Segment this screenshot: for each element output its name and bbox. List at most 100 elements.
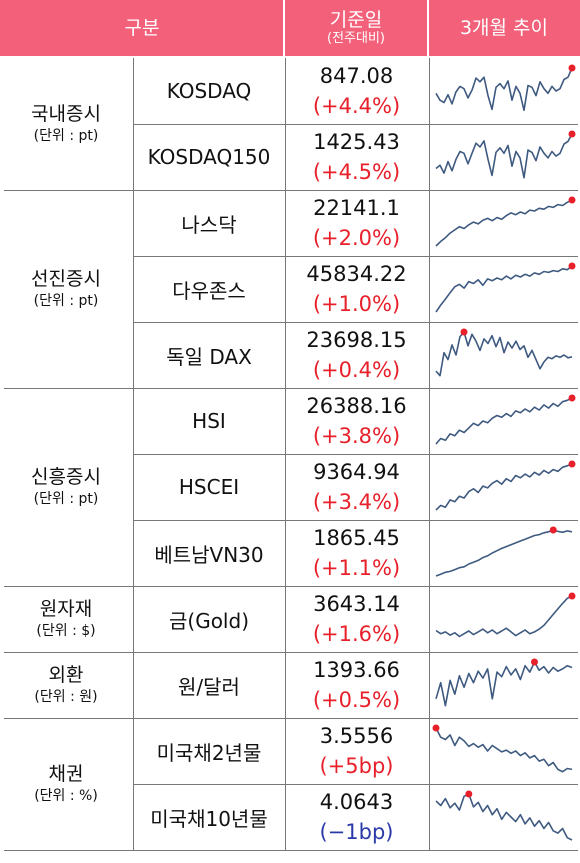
item-change: (+1.0%) (312, 292, 401, 316)
value-cell: 847.08 (+4.4%) (285, 58, 428, 124)
category-name: 채권 (48, 763, 84, 785)
value-cell: 22141.1 (+2.0%) (285, 190, 428, 256)
header-trend: 3개월 추이 (428, 0, 580, 56)
group-divider (4, 718, 578, 719)
item-value: 847.08 (319, 64, 394, 88)
item-change: (+0.5%) (312, 688, 401, 712)
sparkline-series (435, 463, 573, 511)
sparkline-chart (435, 592, 576, 638)
item-name: 나스닥 (181, 212, 237, 237)
row-divider (133, 784, 578, 785)
column-divider (133, 58, 134, 850)
category-unit: (단위 : pt) (33, 491, 99, 507)
item-change: (+0.4%) (312, 358, 401, 382)
item-name: 독일 DAX (166, 344, 252, 369)
item-name: 원/달러 (178, 674, 240, 699)
item-name-cell: 베트남VN30 (133, 520, 285, 586)
sparkline-series (435, 529, 573, 577)
item-name: 베트남VN30 (154, 542, 264, 567)
peak-marker (568, 130, 576, 138)
row-divider (133, 124, 578, 125)
item-name-cell: 나스닥 (133, 190, 285, 256)
item-value: 1425.43 (313, 130, 400, 154)
sparkline-chart (435, 328, 573, 377)
item-value: 4.0643 (319, 790, 394, 814)
value-cell: 26388.16 (+3.8%) (285, 388, 428, 454)
value-cell: 1425.43 (+4.5%) (285, 124, 428, 190)
item-name: HSI (192, 409, 226, 433)
peak-marker (568, 262, 576, 270)
peak-marker (460, 328, 468, 336)
sparkline-series (435, 265, 573, 313)
category-unit: (단위 : 원) (34, 689, 98, 705)
value-cell: 3.5556 (+5bp) (285, 718, 428, 784)
row-divider (133, 256, 578, 257)
category-cell: 국내증시 (단위 : pt) (0, 58, 132, 190)
header-category: 구분 (0, 0, 284, 56)
group-divider (4, 388, 578, 389)
peak-marker (432, 724, 440, 732)
category-cell: 외환 (단위 : 원) (0, 652, 132, 718)
item-change: (+3.8%) (312, 424, 401, 448)
item-name-cell: 미국채2년물 (133, 718, 285, 784)
sparkline-series (435, 661, 573, 707)
category-cell: 채권 (단위 : %) (0, 718, 132, 850)
item-name: 미국채10년물 (150, 806, 268, 831)
item-name-cell: 독일 DAX (133, 322, 285, 388)
item-name: KOSDAQ (166, 79, 252, 103)
peak-marker (568, 592, 576, 600)
peak-marker (568, 394, 576, 402)
item-value: 26388.16 (306, 394, 407, 418)
sparkline-chart (435, 130, 576, 179)
header-base-date-sub: (전주대비) (327, 31, 385, 46)
item-value: 1393.66 (313, 658, 400, 682)
value-cell: 45834.22 (+1.0%) (285, 256, 428, 322)
category-unit: (단위 : $) (36, 623, 96, 639)
value-cell: 1865.45 (+1.1%) (285, 520, 428, 586)
peak-marker (568, 64, 576, 72)
item-change: (+1.1%) (312, 556, 401, 580)
category-name: 외환 (48, 664, 84, 686)
item-value: 45834.22 (306, 262, 407, 286)
sparkline-series (435, 133, 573, 179)
item-value: 22141.1 (313, 196, 400, 220)
item-value: 1865.45 (313, 526, 400, 550)
item-name-cell: KOSDAQ (133, 58, 285, 124)
item-value: 23698.15 (306, 328, 407, 352)
group-divider (4, 850, 578, 851)
item-change: (+4.5%) (312, 160, 401, 184)
sparkline-series (435, 199, 573, 247)
item-change: (+4.4%) (312, 94, 401, 118)
sparkline-chart (435, 790, 573, 841)
item-change: (+1.6%) (312, 622, 401, 646)
sparkline-series (435, 727, 573, 773)
category-cell: 신흥증시 (단위 : pt) (0, 388, 132, 586)
category-name: 선진증시 (31, 268, 101, 290)
item-name-cell: 금(Gold) (133, 586, 285, 652)
item-name: KOSDAQ150 (147, 145, 271, 169)
peak-marker (568, 460, 576, 468)
peak-marker (568, 196, 576, 204)
peak-marker (465, 790, 473, 798)
sparkline-series (435, 595, 573, 638)
sparkline-chart (435, 394, 576, 445)
row-divider (133, 454, 578, 455)
item-value: 9364.94 (313, 460, 400, 484)
group-divider (4, 652, 578, 653)
item-name: 다우존스 (172, 278, 246, 303)
peak-marker (549, 526, 557, 534)
row-divider (133, 322, 578, 323)
item-name-cell: HSCEI (133, 454, 285, 520)
category-name: 신흥증시 (31, 466, 101, 488)
category-name: 원자재 (39, 598, 93, 620)
item-change: (−1bp) (319, 820, 394, 844)
peak-marker (530, 658, 538, 666)
value-cell: 1393.66 (+0.5%) (285, 652, 428, 718)
item-name: 미국채2년물 (156, 740, 262, 765)
value-cell: 4.0643 (−1bp) (285, 784, 428, 850)
group-divider (4, 190, 578, 191)
sparkline-series (435, 331, 573, 377)
item-name-cell: 미국채10년물 (133, 784, 285, 850)
header-divider (427, 0, 429, 56)
